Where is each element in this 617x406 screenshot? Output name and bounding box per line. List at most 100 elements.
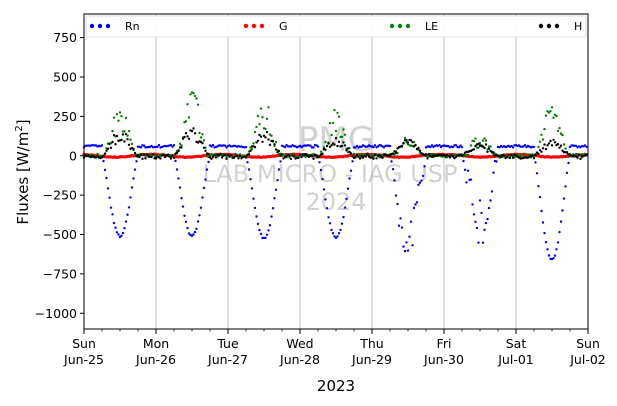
point-rn xyxy=(523,144,527,147)
point-rn xyxy=(481,241,485,244)
point-h xyxy=(546,144,549,147)
point-le xyxy=(186,103,189,106)
point-h xyxy=(484,143,488,146)
point-h xyxy=(111,140,114,144)
point-h xyxy=(340,144,344,148)
point-rn xyxy=(360,145,363,148)
point-h xyxy=(358,157,362,160)
point-le xyxy=(180,144,183,147)
point-rn xyxy=(346,187,350,190)
point-rn xyxy=(268,224,272,227)
point-rn xyxy=(492,171,495,174)
point-rn xyxy=(561,209,564,212)
x-tick-date: Jun-30 xyxy=(423,352,464,367)
point-rn xyxy=(178,186,182,189)
point-rn xyxy=(547,254,551,257)
point-le xyxy=(550,106,554,109)
point-h xyxy=(324,148,327,151)
point-rn xyxy=(343,206,347,209)
point-h xyxy=(139,153,143,156)
point-le xyxy=(523,152,527,156)
point-h xyxy=(462,153,465,156)
point-h xyxy=(336,144,339,148)
point-h xyxy=(211,155,215,159)
point-rn xyxy=(312,146,315,149)
y-tick-label: 500 xyxy=(53,70,77,85)
point-rn xyxy=(117,233,120,236)
point-h xyxy=(444,155,447,158)
point-h xyxy=(258,133,261,137)
point-le xyxy=(334,129,338,133)
point-rn xyxy=(309,144,312,147)
x-tick-weekday: Fri xyxy=(437,336,452,351)
point-h xyxy=(318,155,321,158)
point-h xyxy=(499,155,503,159)
point-h xyxy=(274,148,278,151)
point-rn xyxy=(465,181,468,184)
point-le xyxy=(538,140,542,143)
point-le xyxy=(474,137,477,140)
x-tick-date: Jul-02 xyxy=(569,352,606,367)
point-rn xyxy=(342,215,345,219)
point-rn xyxy=(417,183,420,186)
point-rn xyxy=(340,222,344,225)
point-rn xyxy=(171,145,174,148)
point-h xyxy=(105,149,108,152)
point-rn xyxy=(102,159,105,163)
point-h xyxy=(510,154,513,157)
point-le xyxy=(336,111,339,115)
point-h xyxy=(262,134,266,137)
x-tick-date: Jun-26 xyxy=(135,352,176,367)
point-h xyxy=(213,154,216,157)
point-rn xyxy=(355,144,359,148)
point-le xyxy=(259,107,263,110)
point-h xyxy=(162,153,165,157)
point-h xyxy=(193,132,197,135)
point-h xyxy=(364,155,368,158)
point-h xyxy=(247,153,251,156)
point-le xyxy=(541,138,545,141)
point-h xyxy=(312,157,315,160)
point-h xyxy=(330,144,333,147)
point-h xyxy=(375,157,378,160)
point-h xyxy=(264,136,267,139)
point-h xyxy=(171,154,174,157)
point-h xyxy=(337,140,341,143)
point-h xyxy=(579,157,582,161)
point-rn xyxy=(187,232,191,235)
point-h xyxy=(138,155,141,159)
point-h xyxy=(154,157,158,160)
point-le xyxy=(466,153,470,157)
point-rn xyxy=(373,144,377,147)
point-h xyxy=(537,152,540,155)
point-le xyxy=(196,103,200,106)
point-le xyxy=(117,119,120,122)
point-le xyxy=(555,114,558,118)
point-rn xyxy=(541,221,545,224)
point-h xyxy=(406,141,410,144)
legend-entry-g: G xyxy=(243,20,288,33)
legend-marker xyxy=(538,23,544,29)
point-le xyxy=(352,152,356,156)
point-rn xyxy=(156,145,159,148)
point-rn xyxy=(183,214,186,217)
point-rn xyxy=(321,177,324,181)
point-h xyxy=(357,155,360,158)
point-rn xyxy=(184,220,188,224)
point-le xyxy=(187,116,191,119)
point-h xyxy=(325,144,329,148)
point-rn xyxy=(249,178,252,181)
point-rn xyxy=(472,213,476,216)
point-h xyxy=(310,155,314,158)
point-h xyxy=(474,144,477,148)
x-tick-weekday: Wed xyxy=(286,336,313,351)
point-h xyxy=(393,150,396,153)
point-h xyxy=(120,138,123,142)
point-h xyxy=(424,153,428,156)
point-h xyxy=(409,139,413,142)
point-h xyxy=(292,154,296,157)
point-rn xyxy=(111,213,114,216)
point-h xyxy=(151,153,155,156)
point-h xyxy=(565,151,569,154)
point-h xyxy=(214,156,218,159)
